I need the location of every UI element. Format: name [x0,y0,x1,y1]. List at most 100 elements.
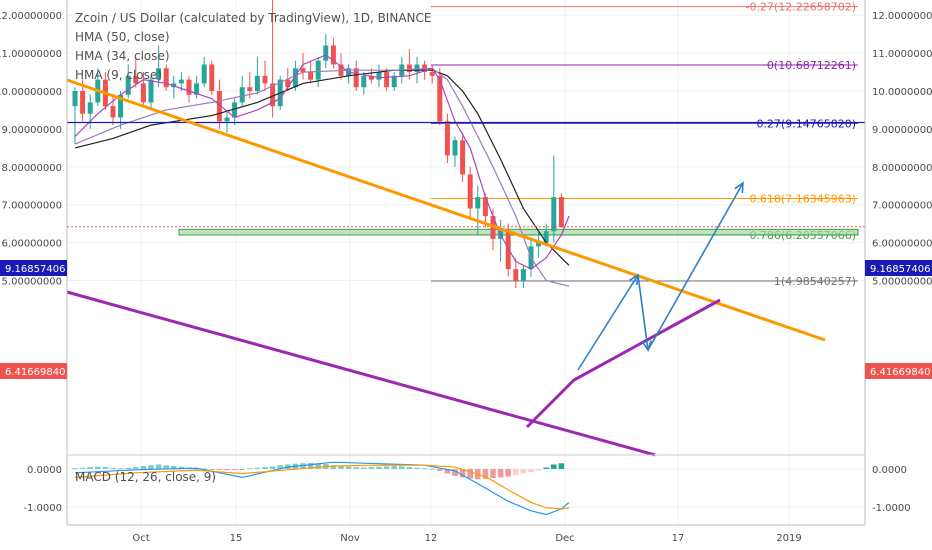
macd-histogram-bar [452,469,458,476]
candle-body[interactable] [414,64,420,73]
candle-body[interactable] [406,64,412,73]
legend-macd[interactable]: MACD (12, 26, close, 9) [75,470,216,484]
candle-body[interactable] [72,91,78,107]
orange-trendline[interactable] [66,78,826,342]
candle-body[interactable] [482,197,488,217]
macd-histogram-bar [163,465,169,469]
candle-body[interactable] [444,121,450,156]
candle-body[interactable] [543,231,549,243]
candle-body[interactable] [376,72,382,80]
macd-histogram-bar [307,462,314,469]
candle-body[interactable] [133,75,139,84]
candle-body[interactable] [80,91,86,114]
candle-body[interactable] [209,64,215,91]
macd-histogram-bar [231,469,238,470]
macd-tick-right: 0.0000 [872,465,907,476]
candle-body[interactable] [558,197,564,228]
macd-histogram-bar [338,465,344,469]
candle-body[interactable] [285,79,291,88]
y-tick-left: 11.00000000 [0,49,62,60]
legend-hma-9[interactable]: HMA (9, close) [75,68,162,82]
candle-body[interactable] [475,197,481,209]
macd-signal-line[interactable] [74,464,570,510]
projection-arrow[interactable] [577,274,639,371]
candle-body[interactable] [201,64,207,84]
projection-arrow[interactable] [647,182,744,351]
candle-body[interactable] [216,91,222,122]
candle-body[interactable] [292,68,298,88]
fib-level-label: -0.27(12.22658702) [745,1,856,14]
candle-body[interactable] [330,45,336,65]
candle-body[interactable] [353,68,359,88]
candle-body[interactable] [391,75,397,88]
candle-body[interactable] [384,72,390,88]
hma-line[interactable] [74,69,570,266]
chart-title: Zcoin / US Dollar (calculated by Trading… [75,11,431,25]
candle-body[interactable] [513,269,519,281]
candle-body[interactable] [239,87,245,103]
candle-body[interactable] [308,72,314,80]
arrow-head [734,181,744,194]
candle-body[interactable] [224,117,230,122]
candle-body[interactable] [156,68,162,80]
purple-support-line[interactable] [525,298,721,429]
y-tick-left: 8.00000000 [2,163,62,174]
macd-histogram-bar [125,467,131,469]
x-tick-label: 15 [230,533,243,544]
candle-body[interactable] [87,102,93,114]
macd-histogram-bar [459,469,466,478]
y-tick-right: 10.00000000 [872,87,932,98]
candle-body[interactable] [361,75,367,88]
candle-body[interactable] [148,79,154,103]
macd-histogram-bar [155,464,162,469]
candle-body[interactable] [505,231,511,270]
fibonacci-retracement: 0.618(14.21078560)-0.27(12.22658702)0(10… [178,1,859,288]
candle-body[interactable] [163,68,169,88]
y-tick-right: 8.00000000 [872,163,932,174]
price-tag-left-red-text: 6.41669840 [5,367,65,378]
macd-histogram-bar [239,469,245,470]
hma-line[interactable] [74,54,570,270]
purple-channel-lower[interactable] [66,290,656,457]
candle-body[interactable] [368,75,374,80]
candle-body[interactable] [467,174,473,209]
candle-body[interactable] [520,269,526,281]
candle-body[interactable] [247,87,253,91]
candle-body[interactable] [254,75,260,91]
x-tick-label: 2019 [776,533,801,544]
legend-hma-50[interactable]: HMA (50, close) [75,30,170,44]
fib-level-label: 0.618(7.16345963) [749,193,856,206]
candle-body[interactable] [270,83,276,107]
candle-body[interactable] [551,197,557,232]
candle-body[interactable] [300,68,306,73]
candle-body[interactable] [194,83,200,95]
candle-body[interactable] [118,94,124,118]
candle-body[interactable] [262,75,268,84]
y-tick-right: 9.00000000 [872,125,932,136]
candle-body[interactable] [536,242,542,247]
candle-body[interactable] [178,79,184,84]
x-tick-label: Nov [340,533,360,544]
macd-histogram-bar [376,466,382,469]
macd-histogram-bar [437,469,443,471]
candle-body[interactable] [232,102,238,118]
macd-histogram-bar [520,469,527,474]
candle-body[interactable] [315,60,321,80]
price-tag-right-red [865,363,932,379]
candle-body[interactable] [323,45,329,61]
candle-body[interactable] [186,79,192,95]
price-tag-left-red [0,363,67,379]
fib-level-label: 0(10.68712261) [767,59,856,72]
candle-body[interactable] [437,75,443,122]
macd-histogram-bar [224,469,230,471]
candle-body[interactable] [125,75,131,95]
projection-arrow[interactable] [637,274,649,351]
candle-body[interactable] [429,72,435,76]
candle-body[interactable] [452,140,458,156]
legend-hma-34[interactable]: HMA (34, close) [75,49,170,63]
candle-body[interactable] [110,106,116,118]
candle-body[interactable] [140,83,146,103]
hma-line[interactable] [74,67,570,287]
candle-body[interactable] [460,140,466,175]
